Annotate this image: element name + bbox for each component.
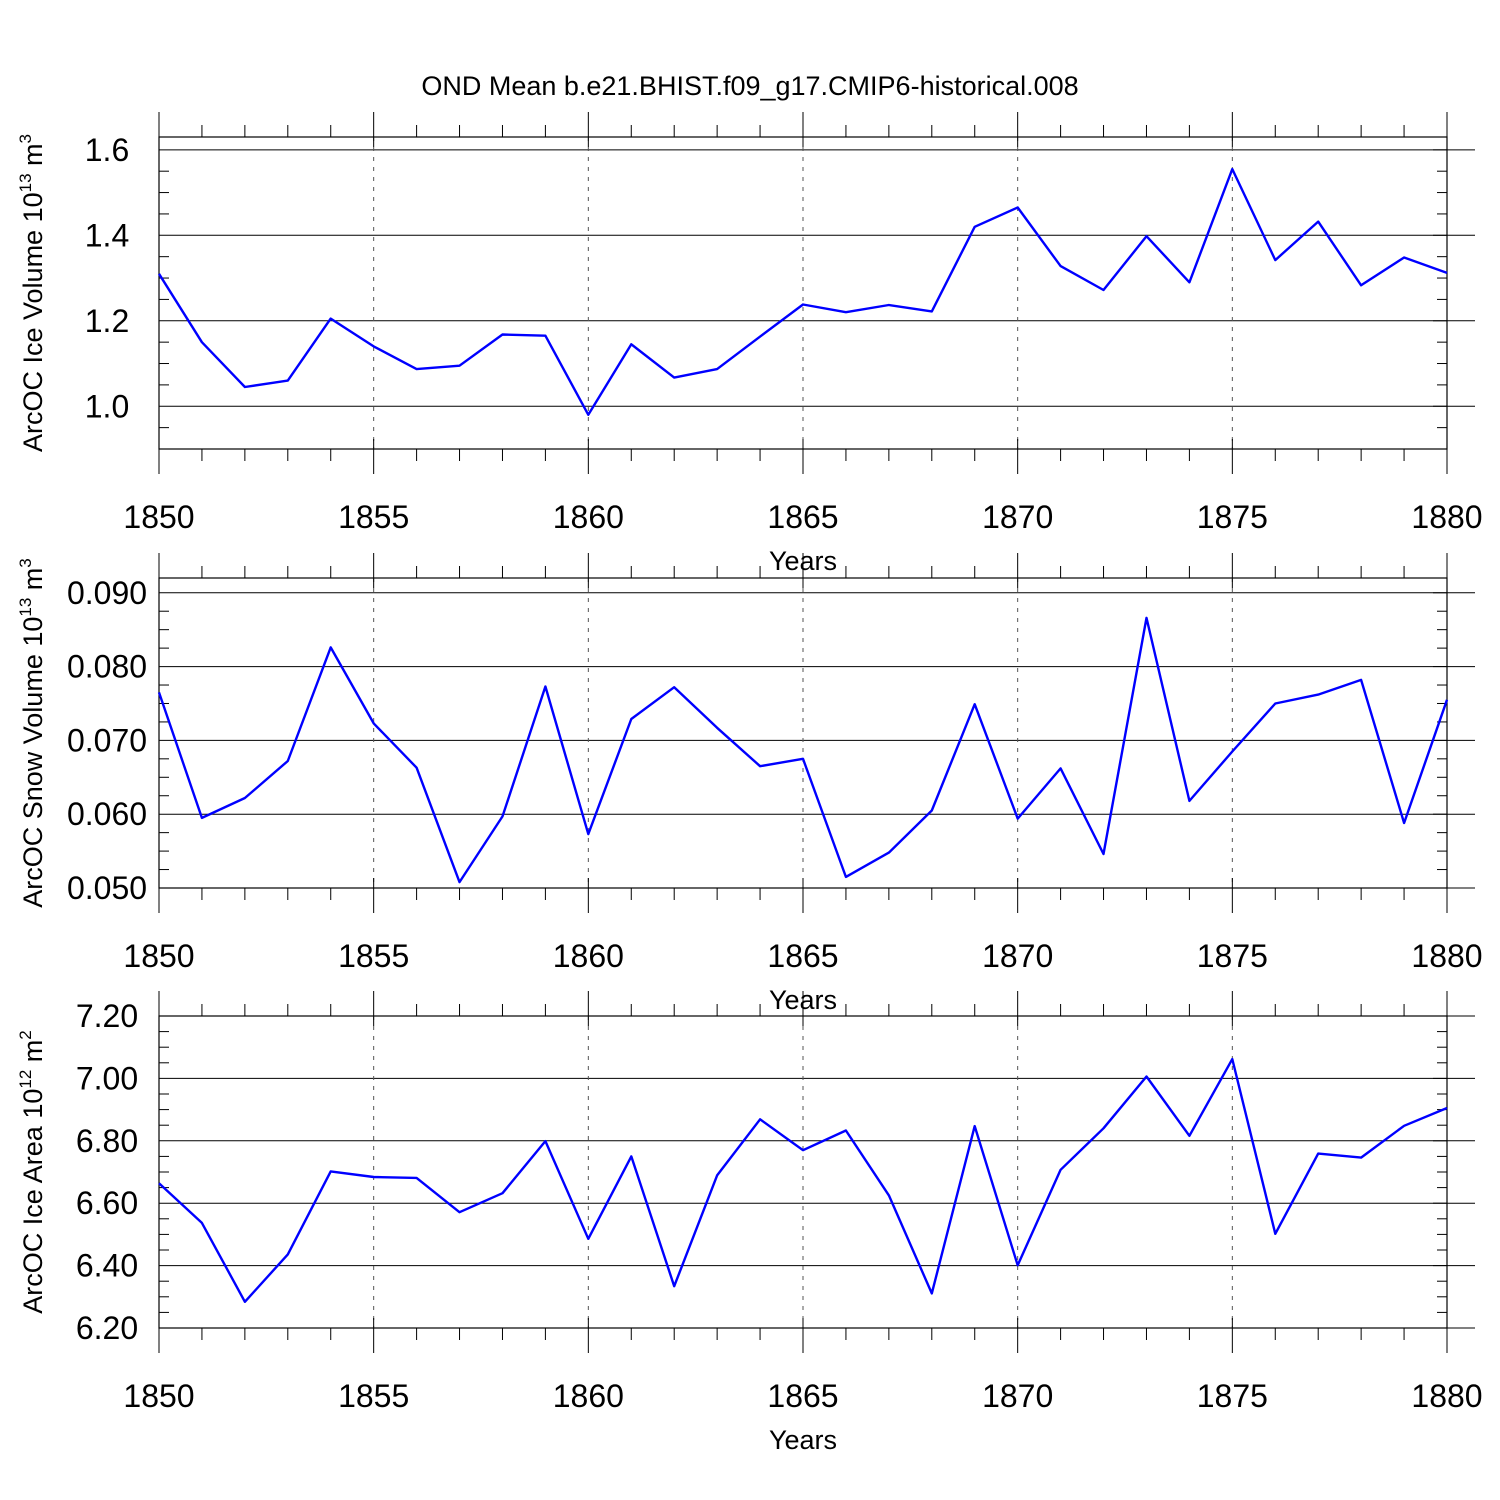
x-axis-label: Years <box>769 1425 837 1455</box>
x-tick-label: 1865 <box>767 499 838 535</box>
x-tick-label: 1870 <box>982 499 1053 535</box>
x-tick-label: 1850 <box>123 938 194 974</box>
chart-title: OND Mean b.e21.BHIST.f09_g17.CMIP6-histo… <box>421 71 1078 101</box>
y-tick-label: 1.0 <box>85 388 129 424</box>
y-tick-label: 6.20 <box>76 1310 138 1346</box>
plot-frame <box>158 1015 1448 1329</box>
x-tick-label: 1855 <box>338 499 409 535</box>
chart-panel-2: 0.050 0.060 0.070 0.080 0.090 1850 1855 1860 186… <box>16 553 1483 1015</box>
y-tick-label: 6.80 <box>76 1123 138 1159</box>
data-series-line <box>158 1057 1448 1304</box>
y-tick-label: 6.40 <box>76 1248 138 1284</box>
y-tick-label: 7.00 <box>76 1060 138 1096</box>
y-tick-label: 0.070 <box>67 722 147 758</box>
y-tick-label: 0.060 <box>67 796 147 832</box>
x-tick-label: 1870 <box>982 1378 1053 1414</box>
x-tick-label: 1855 <box>338 938 409 974</box>
x-tick-label: 1860 <box>553 499 624 535</box>
y-tick-label: 1.6 <box>85 132 129 168</box>
y-tick-label: 1.4 <box>85 217 129 253</box>
y-axis-label: ArcOC Ice Area 1012 m2 <box>16 1030 48 1314</box>
x-tick-label: 1865 <box>767 938 838 974</box>
x-tick-label: 1860 <box>553 1378 624 1414</box>
y-axis-label: ArcOC Snow Volume 1013 m3 <box>16 558 48 908</box>
x-tick-label: 1880 <box>1411 499 1482 535</box>
x-tick-label: 1880 <box>1411 1378 1482 1414</box>
y-tick-label: 0.090 <box>67 575 147 611</box>
chart-panel-3: 6.20 6.40 6.60 6.80 7.00 7.20 1850 1855 1860 1865… <box>16 991 1483 1455</box>
x-tick-label: 1870 <box>982 938 1053 974</box>
y-tick-label: 1.2 <box>85 303 129 339</box>
x-tick-label: 1850 <box>123 1378 194 1414</box>
y-axis-label: ArcOC Ice Volume 1013 m3 <box>16 134 48 452</box>
x-tick-label: 1850 <box>123 499 194 535</box>
data-series-line <box>157 167 1448 416</box>
x-tick-label: 1880 <box>1411 938 1482 974</box>
y-tick-label: 6.60 <box>76 1185 138 1221</box>
x-tick-label: 1855 <box>338 1378 409 1414</box>
y-tick-label: 0.080 <box>67 649 147 685</box>
plot-frame <box>158 136 1448 450</box>
chart-panel-1: 1.0 1.2 1.4 1.6 1850 1855 1860 1865 1870 1875 1880… <box>16 112 1483 576</box>
y-tick-label: 7.20 <box>76 998 138 1034</box>
x-tick-label: 1860 <box>553 938 624 974</box>
data-series-line <box>157 616 1449 884</box>
x-tick-label: 1875 <box>1197 499 1268 535</box>
x-tick-label: 1865 <box>767 1378 838 1414</box>
x-tick-label: 1875 <box>1197 1378 1268 1414</box>
x-tick-label: 1875 <box>1197 938 1268 974</box>
y-tick-label: 0.050 <box>67 870 147 906</box>
